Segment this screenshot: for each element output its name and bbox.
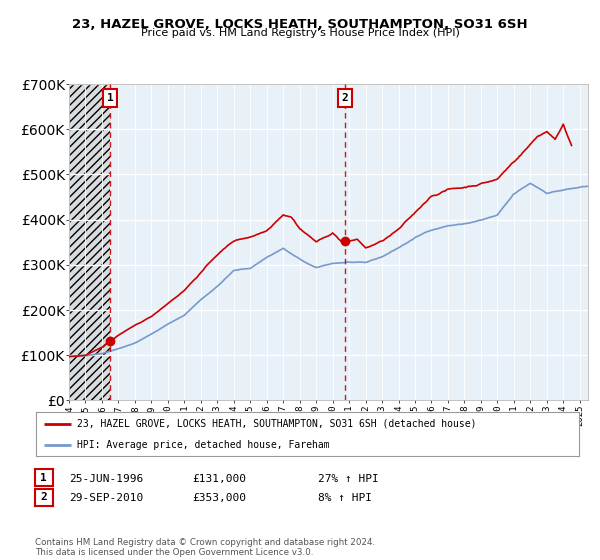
Text: 1: 1 [107,93,113,103]
Text: Price paid vs. HM Land Registry's House Price Index (HPI): Price paid vs. HM Land Registry's House … [140,28,460,38]
Text: 27% ↑ HPI: 27% ↑ HPI [318,474,379,484]
Text: 23, HAZEL GROVE, LOCKS HEATH, SOUTHAMPTON, SO31 6SH (detached house): 23, HAZEL GROVE, LOCKS HEATH, SOUTHAMPTO… [77,419,476,429]
Text: £353,000: £353,000 [192,493,246,503]
Text: 8% ↑ HPI: 8% ↑ HPI [318,493,372,503]
Text: 29-SEP-2010: 29-SEP-2010 [69,493,143,503]
Text: 23, HAZEL GROVE, LOCKS HEATH, SOUTHAMPTON, SO31 6SH: 23, HAZEL GROVE, LOCKS HEATH, SOUTHAMPTO… [72,18,528,31]
Bar [69,84,110,400]
Text: 2: 2 [341,93,349,103]
Text: HPI: Average price, detached house, Fareham: HPI: Average price, detached house, Fare… [77,440,329,450]
Text: 25-JUN-1996: 25-JUN-1996 [69,474,143,484]
Text: 1: 1 [40,473,47,483]
Text: 2: 2 [40,492,47,502]
Text: Contains HM Land Registry data © Crown copyright and database right 2024.
This d: Contains HM Land Registry data © Crown c… [35,538,375,557]
Text: £131,000: £131,000 [192,474,246,484]
